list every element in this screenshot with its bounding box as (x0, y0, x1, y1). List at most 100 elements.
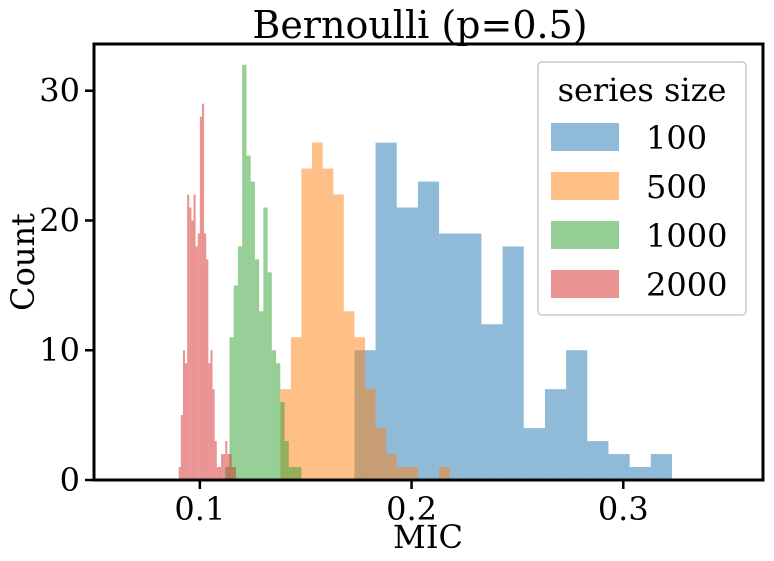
plot-area (178, 64, 672, 481)
hist-bar (297, 467, 302, 480)
legend-label: 100 (646, 119, 707, 157)
hist-bar (280, 389, 291, 480)
hist-bar (439, 233, 461, 480)
hist-bar (210, 350, 213, 480)
hist-bar (218, 467, 222, 480)
legend-swatch (551, 221, 619, 249)
hist-bar (254, 259, 260, 480)
hist-bar (195, 246, 198, 480)
hist-bar (182, 350, 186, 480)
hist-bar (354, 337, 365, 480)
hist-bar (375, 142, 397, 480)
y-axis-label: Count (4, 213, 42, 311)
hist-bar (629, 467, 651, 480)
axes-frame (92, 42, 765, 482)
hist-bar (439, 467, 450, 480)
hist-bar (229, 454, 232, 480)
hist-bar (386, 454, 397, 480)
hist-bar (237, 246, 243, 480)
hist-bar (276, 363, 281, 480)
hist-bar (212, 389, 215, 480)
legend-swatch (551, 172, 619, 200)
hist-bar (189, 207, 192, 480)
x-axis-label: MIC (393, 518, 463, 556)
hist-bar (280, 402, 285, 480)
series-2000 (178, 103, 236, 481)
hist-bar (301, 168, 313, 480)
legend-swatch (551, 123, 619, 151)
hist-bar (231, 467, 234, 480)
hist-bar (523, 428, 545, 480)
y-tick-label: 10 (39, 331, 80, 369)
legend-title: series size (558, 71, 727, 109)
hist-bar (193, 194, 196, 480)
chart-title: Bernoulli (p=0.5) (252, 3, 587, 47)
hist-bar (502, 246, 524, 480)
hist-bar (375, 428, 387, 480)
hist-bar (259, 311, 264, 480)
hist-bar (396, 467, 408, 480)
hist-bar (566, 350, 588, 480)
hist-bar (364, 389, 376, 480)
y-tick-label: 30 (39, 72, 80, 110)
hist-bar (216, 467, 219, 480)
hist-bar (197, 233, 200, 480)
series-100 (354, 142, 672, 481)
hist-bar (233, 467, 236, 480)
hist-bar (178, 467, 181, 480)
hist-bar (267, 272, 272, 480)
hist-bar (246, 155, 251, 480)
hist-bar (180, 415, 183, 480)
hist-bar (199, 116, 202, 481)
hist-bar (587, 441, 609, 480)
hist-bar (233, 285, 238, 480)
hist-bar (293, 467, 298, 480)
hist-bar (242, 64, 247, 480)
hist-bar (223, 454, 226, 480)
hist-bar (460, 233, 482, 480)
series-500 (280, 142, 450, 480)
hist-bar (271, 350, 277, 480)
x-tick-label: 0.1 (174, 490, 225, 528)
hist-bar (290, 337, 302, 480)
hist-bar (650, 454, 672, 480)
series-1000 (225, 64, 302, 481)
hist-bar (608, 454, 630, 480)
hist-bar (201, 103, 205, 480)
legend-label: 500 (646, 168, 707, 206)
hist-bar (343, 311, 355, 480)
hist-bar (208, 363, 211, 480)
hist-bar (288, 467, 293, 480)
hist-bar (187, 194, 190, 480)
hist-bar (227, 454, 230, 480)
legend-label: 2000 (646, 266, 727, 304)
hist-bar (206, 259, 209, 480)
hist-bar (407, 467, 418, 480)
hist-bar (417, 181, 440, 481)
hist-bar (284, 441, 289, 480)
legend-label: 1000 (646, 217, 727, 255)
hist-bar (333, 194, 344, 480)
hist-bar (544, 389, 567, 480)
hist-bar (250, 181, 255, 481)
x-axis-ticks: 0.1 0.2 0.3 (174, 480, 649, 528)
x-tick-label: 0.3 (598, 490, 649, 528)
hist-bar (396, 207, 418, 480)
hist-bar (221, 454, 224, 480)
hist-bar (204, 233, 207, 480)
hist-bar (191, 220, 194, 481)
hist-bar (312, 142, 323, 480)
hist-bar (214, 441, 217, 480)
legend-swatch (551, 270, 619, 298)
y-axis-ticks: 0 10 20 30 (39, 72, 94, 499)
legend: series size 100 500 1000 2000 (537, 61, 747, 316)
hist-bar (263, 207, 268, 480)
hist-bar (322, 168, 334, 480)
hist-bar (225, 441, 228, 480)
x-tick-label: 0.2 (386, 490, 437, 528)
y-tick-label: 20 (39, 201, 80, 239)
hist-bar (481, 324, 503, 480)
hist-bar (229, 337, 234, 480)
hist-bar (185, 363, 188, 480)
